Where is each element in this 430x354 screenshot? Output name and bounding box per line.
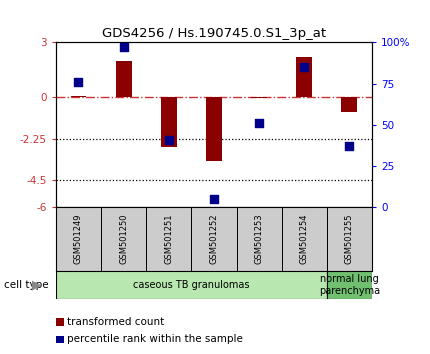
Bar: [296, 57, 312, 97]
Bar: [282, 207, 327, 271]
Text: GSM501249: GSM501249: [74, 214, 83, 264]
Text: ▶: ▶: [32, 279, 41, 291]
Text: GSM501255: GSM501255: [345, 214, 354, 264]
Point: [165, 137, 172, 142]
Bar: [327, 207, 372, 271]
Title: GDS4256 / Hs.190745.0.S1_3p_at: GDS4256 / Hs.190745.0.S1_3p_at: [102, 27, 326, 40]
Point: [255, 120, 262, 126]
Text: GSM501251: GSM501251: [164, 214, 173, 264]
Text: normal lung
parenchyma: normal lung parenchyma: [319, 274, 380, 296]
Text: percentile rank within the sample: percentile rank within the sample: [67, 335, 243, 344]
Bar: [206, 97, 222, 161]
Bar: [161, 97, 177, 147]
Text: transformed count: transformed count: [67, 317, 164, 327]
Bar: [327, 271, 372, 299]
Text: GSM501252: GSM501252: [209, 214, 218, 264]
Bar: [251, 97, 267, 98]
Text: GSM501250: GSM501250: [119, 214, 128, 264]
Point: [346, 143, 353, 149]
Bar: [237, 207, 282, 271]
Bar: [146, 207, 191, 271]
Bar: [341, 97, 357, 112]
Bar: [116, 61, 132, 97]
Point: [120, 45, 127, 50]
Point: [301, 64, 308, 70]
Bar: [71, 96, 86, 97]
Text: GSM501253: GSM501253: [255, 213, 264, 264]
Bar: [56, 207, 101, 271]
Text: GSM501254: GSM501254: [300, 214, 309, 264]
Bar: [56, 271, 327, 299]
Point: [210, 196, 217, 202]
Text: caseous TB granulomas: caseous TB granulomas: [133, 280, 249, 290]
Point: [75, 79, 82, 85]
Bar: [101, 207, 146, 271]
Bar: [191, 207, 236, 271]
Text: cell type: cell type: [4, 280, 49, 290]
